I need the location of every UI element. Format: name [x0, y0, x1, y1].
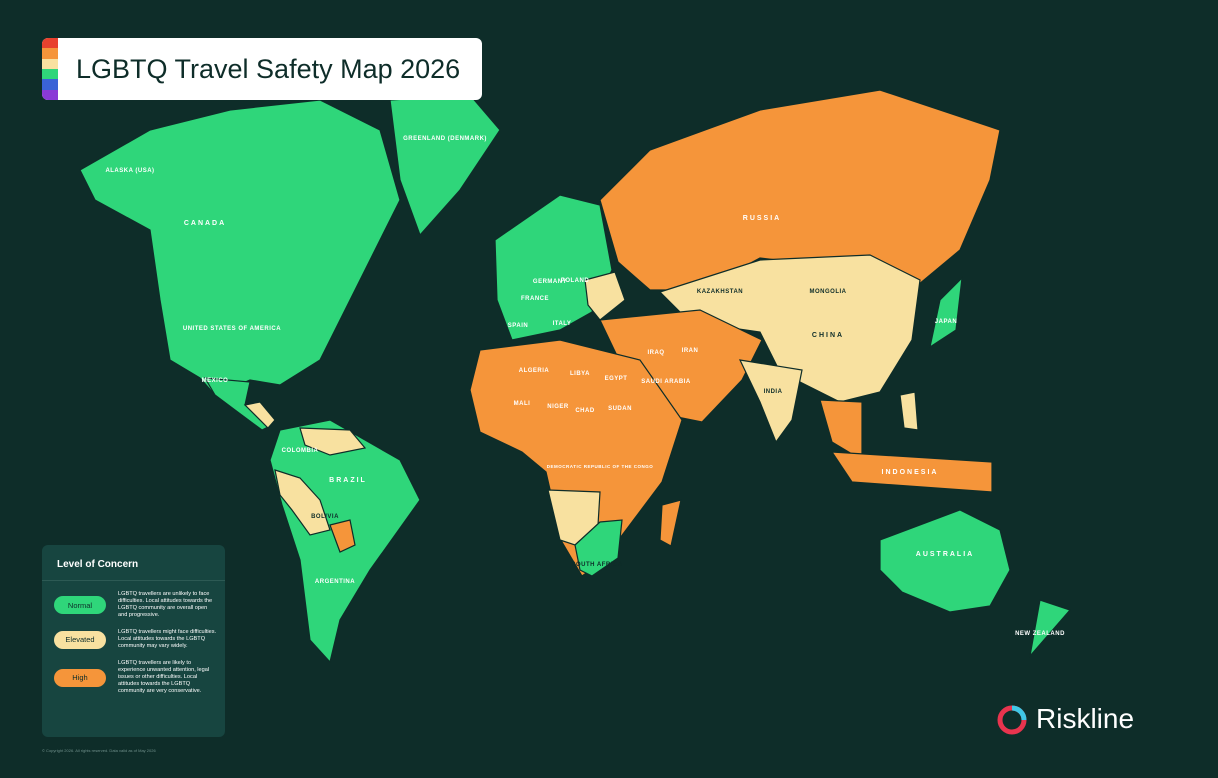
country-label: ARGENTINA: [315, 579, 355, 585]
legend: Level of Concern Normal LGBTQ travellers…: [42, 545, 225, 737]
logo-accent: [1011, 705, 1027, 721]
russia: [599, 89, 1001, 291]
southern-africa-normal: [574, 519, 623, 577]
legend-description: LGBTQ travellers might face difficulties…: [118, 629, 217, 649]
country-label: SPAIN: [508, 323, 528, 329]
legend-title: Level of Concern: [42, 545, 225, 581]
country-label: IRAN: [682, 348, 699, 354]
australia: [879, 509, 1011, 613]
indonesia: [830, 451, 993, 493]
country-label: CHAD: [575, 408, 594, 414]
country-label: SUDAN: [608, 406, 632, 412]
southeast-asia: [819, 399, 863, 462]
new-zealand: [1029, 599, 1072, 659]
country-label: RUSSIA: [743, 215, 781, 222]
title: LGBTQ Travel Safety Map 2026: [76, 53, 461, 84]
north-america: [79, 99, 401, 396]
country-label: DEMOCRATIC REPUBLIC OF THE CONGO: [547, 464, 653, 469]
country-label: EGYPT: [605, 376, 628, 382]
country-label: INDONESIA: [882, 469, 939, 476]
country-label: SOUTH AFRICA: [571, 562, 622, 568]
legend-pill: Normal: [54, 596, 106, 614]
andes-elevated: [274, 469, 331, 536]
legend-item: High LGBTQ travellers are likely to expe…: [54, 660, 217, 695]
eastern-europe-elevated: [584, 271, 626, 321]
country-label: COLOMBIA: [282, 448, 319, 454]
country-label: IRAQ: [648, 350, 665, 356]
madagascar: [659, 499, 682, 547]
europe: [494, 194, 613, 341]
brand-name: Riskline: [1036, 703, 1135, 734]
legend-pill: Elevated: [54, 630, 106, 649]
country-label: BOLIVIA: [311, 514, 339, 520]
country-label: GERMANY: [533, 279, 567, 285]
legend-description: LGBTQ travellers are unlikely to face di…: [118, 591, 213, 618]
country-label: NEW ZEALAND: [1015, 631, 1065, 637]
country-label: MONGOLIA: [810, 289, 847, 295]
brand-logo: [997, 705, 1027, 735]
paraguay-high: [329, 519, 356, 553]
country-label: JAPAN: [935, 319, 957, 325]
legend-item: Elevated LGBTQ travellers might face dif…: [54, 629, 217, 650]
country-label: ITALY: [553, 321, 572, 327]
country-label: LIBYA: [570, 371, 590, 377]
greenland: [389, 94, 501, 237]
legend-pill: High: [54, 668, 106, 687]
country-label: BRAZIL: [329, 477, 367, 484]
legend-item: Normal LGBTQ travellers are unlikely to …: [54, 591, 217, 619]
philippines: [899, 391, 919, 431]
title-box: LGBTQ Travel Safety Map 2026: [42, 38, 482, 100]
central-america-elevated: [243, 401, 276, 429]
south-asia: [738, 359, 803, 444]
country-label: CHINA: [812, 332, 844, 339]
japan: [929, 276, 963, 349]
country-label: UNITED STATES OF AMERICA: [183, 326, 281, 332]
country-label: INDIA: [764, 389, 783, 395]
country-label: AUSTRALIA: [916, 551, 974, 558]
country-label: ALASKA (USA): [105, 168, 154, 174]
country-label: CANADA: [184, 220, 226, 227]
country-label: NIGER: [547, 404, 569, 410]
country-label: SAUDI ARABIA: [641, 379, 691, 385]
copyright: © Copyright 2026. All rights reserved. D…: [42, 748, 156, 753]
country-label: ALGERIA: [519, 368, 550, 374]
country-label: POLAND: [561, 278, 590, 284]
country-label: MEXICO: [202, 378, 229, 384]
guianas-elevated: [299, 427, 367, 456]
country-label: FRANCE: [521, 296, 549, 302]
legend-description: LGBTQ travellers are likely to experienc…: [118, 660, 210, 694]
rainbow-stripes: [42, 38, 58, 100]
country-label: KAZAKHSTAN: [697, 289, 743, 295]
country-label: MALI: [514, 401, 531, 407]
country-label: GREENLAND (DENMARK): [403, 136, 487, 142]
